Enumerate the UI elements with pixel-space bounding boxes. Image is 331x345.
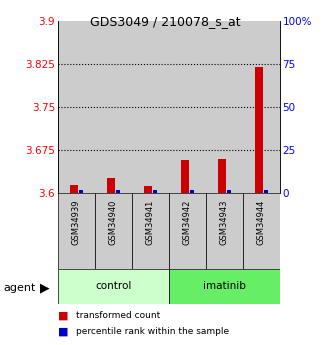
Bar [206, 193, 243, 269]
Bar [58, 269, 169, 304]
Bar [206, 21, 243, 193]
Bar [190, 190, 194, 193]
Bar [169, 193, 206, 269]
Bar [169, 21, 206, 193]
Text: GDS3049 / 210078_s_at: GDS3049 / 210078_s_at [90, 16, 241, 29]
Text: imatinib: imatinib [203, 282, 246, 291]
Text: ■: ■ [58, 311, 69, 321]
Bar [132, 21, 169, 193]
Bar [264, 190, 268, 193]
Bar [153, 190, 157, 193]
Bar [116, 190, 120, 193]
Bar [227, 190, 231, 193]
Bar [95, 21, 132, 193]
Bar [95, 193, 132, 269]
Text: agent: agent [3, 283, 36, 293]
Bar [107, 178, 115, 193]
Text: GSM34939: GSM34939 [72, 199, 81, 245]
Bar [79, 190, 83, 193]
Text: percentile rank within the sample: percentile rank within the sample [76, 327, 229, 336]
Text: GSM34941: GSM34941 [146, 199, 155, 245]
Bar [132, 193, 169, 269]
Bar [255, 67, 263, 193]
Bar [181, 160, 189, 193]
Text: ■: ■ [58, 326, 69, 336]
Bar [58, 21, 95, 193]
Text: GSM34943: GSM34943 [220, 199, 229, 245]
Bar [144, 186, 152, 193]
Bar [243, 193, 280, 269]
Text: GSM34942: GSM34942 [183, 199, 192, 245]
Text: GSM34940: GSM34940 [109, 199, 118, 245]
Text: ▶: ▶ [40, 282, 49, 295]
Bar [70, 185, 78, 193]
Text: control: control [95, 282, 131, 291]
Text: transformed count: transformed count [76, 311, 161, 320]
Bar [218, 159, 226, 193]
Bar [169, 269, 280, 304]
Bar [58, 193, 95, 269]
Bar [243, 21, 280, 193]
Text: GSM34944: GSM34944 [257, 199, 266, 245]
